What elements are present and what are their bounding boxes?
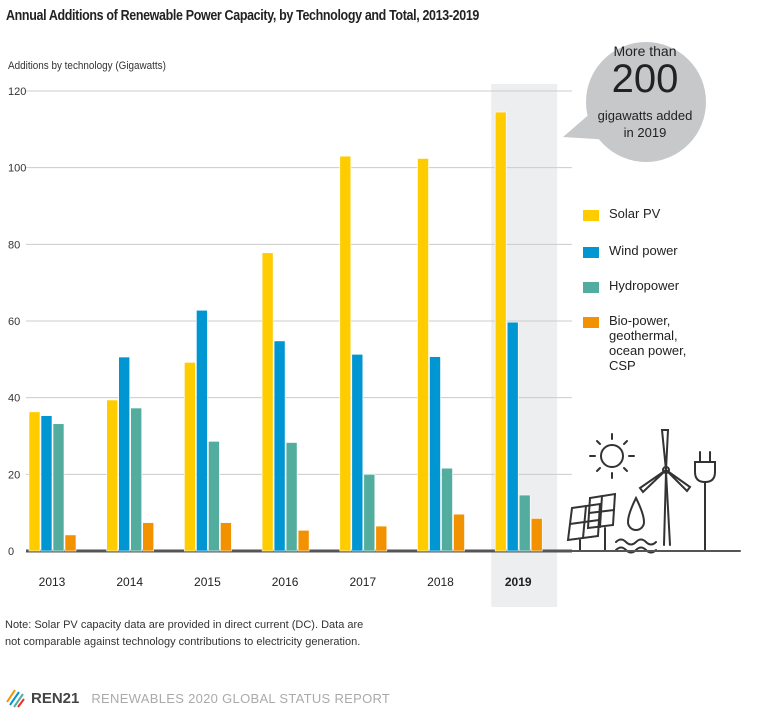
water-drop-icon bbox=[626, 495, 646, 531]
chart-title: Annual Additions of Renewable Power Capa… bbox=[6, 8, 479, 24]
x-tick-label: 2016 bbox=[272, 575, 299, 589]
y-axis-label: Additions by technology (Gigawatts) bbox=[8, 60, 166, 72]
report-name: RENEWABLES 2020 GLOBAL STATUS REPORT bbox=[91, 690, 391, 706]
bar-2014-1 bbox=[118, 356, 130, 552]
y-tick-label: 80 bbox=[8, 239, 20, 251]
x-tick-label: 2014 bbox=[116, 575, 143, 589]
legend-label: Solar PV bbox=[609, 206, 661, 221]
bar-2019-1 bbox=[506, 321, 519, 552]
bar-2016-3 bbox=[297, 529, 310, 552]
x-tick-label: 2015 bbox=[194, 575, 221, 589]
legend-swatch bbox=[583, 247, 599, 258]
y-tick-label: 100 bbox=[8, 163, 26, 175]
annotation-line-4: in 2019 bbox=[623, 125, 667, 140]
plug-icon bbox=[694, 451, 716, 551]
chart-note: Note: Solar PV capacity data are provide… bbox=[5, 619, 364, 648]
bar-2016-1 bbox=[273, 340, 286, 552]
legend-swatch bbox=[583, 282, 599, 293]
bar-2015-3 bbox=[220, 522, 232, 552]
y-tick-label: 120 bbox=[8, 86, 26, 98]
bar-2014-0 bbox=[106, 399, 118, 552]
bar-2014-3 bbox=[142, 522, 154, 552]
bar-2018-0 bbox=[417, 158, 429, 552]
ren21-logo-icon bbox=[6, 689, 25, 708]
y-tick-label: 20 bbox=[8, 469, 20, 481]
bar-2015-2 bbox=[208, 441, 220, 552]
bar-2017-2 bbox=[363, 474, 376, 552]
annotation-value: 200 bbox=[611, 57, 679, 101]
bar-2018-2 bbox=[441, 467, 453, 552]
bar-2016-2 bbox=[285, 442, 298, 552]
legend-swatch bbox=[583, 317, 599, 328]
bar-2013-0 bbox=[28, 411, 41, 552]
bar-2019-0 bbox=[494, 111, 507, 552]
bar-2018-1 bbox=[429, 356, 441, 552]
bar-2015-0 bbox=[184, 362, 196, 552]
legend-label: Bio-power, geothermal, ocean power, CSP bbox=[609, 313, 687, 373]
bar-2019-2 bbox=[518, 494, 531, 552]
annotation-line-3: gigawatts added bbox=[597, 108, 693, 123]
bar-2014-2 bbox=[130, 407, 142, 552]
sun-icon bbox=[589, 433, 635, 479]
bar-2018-3 bbox=[453, 513, 465, 552]
bar-2013-3 bbox=[64, 534, 77, 552]
bar-2013-2 bbox=[52, 423, 65, 552]
bar-2013-1 bbox=[40, 415, 53, 552]
annotation-line-1: More than bbox=[613, 43, 677, 59]
wind-turbine-icon bbox=[638, 429, 692, 546]
legend-label: Hydropower bbox=[609, 278, 680, 293]
bar-2015-1 bbox=[196, 309, 208, 552]
y-tick-label: 40 bbox=[8, 393, 20, 405]
y-tick-label: 0 bbox=[8, 546, 14, 558]
ren21-logo-text: REN21 bbox=[31, 689, 80, 707]
x-tick-label: 2017 bbox=[349, 575, 376, 589]
legend-label: Wind power bbox=[609, 243, 678, 258]
bar-2016-0 bbox=[261, 252, 274, 552]
x-tick-label: 2013 bbox=[39, 575, 66, 589]
bar-2017-1 bbox=[351, 354, 364, 552]
legend-swatch bbox=[583, 210, 599, 221]
y-tick-label: 60 bbox=[8, 316, 20, 328]
footer: REN21 RENEWABLES 2020 GLOBAL STATUS REPO… bbox=[5, 688, 390, 708]
x-tick-label: 2019 bbox=[505, 575, 532, 589]
annotation-bubble bbox=[563, 42, 706, 162]
solar-panel-icon bbox=[566, 492, 617, 551]
bar-2019-3 bbox=[530, 518, 543, 552]
x-tick-label: 2018 bbox=[427, 575, 454, 589]
energy-icons bbox=[559, 429, 741, 554]
bar-2017-3 bbox=[375, 525, 388, 552]
bar-2017-0 bbox=[339, 155, 352, 552]
